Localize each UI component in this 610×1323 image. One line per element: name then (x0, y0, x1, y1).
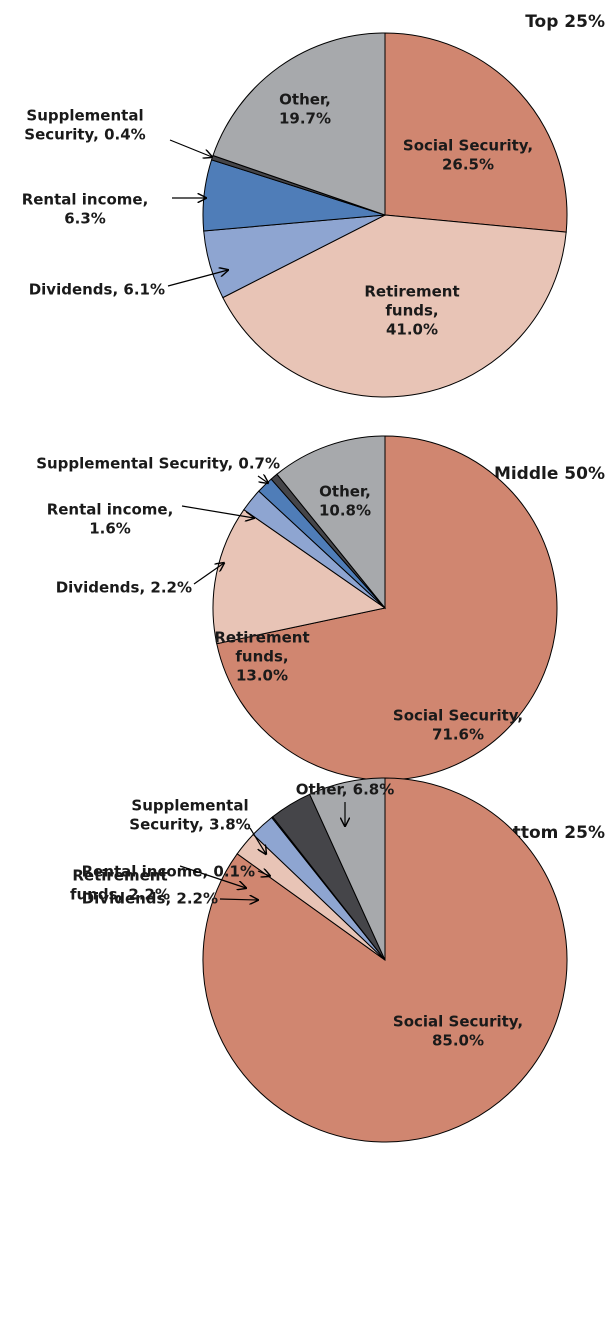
pie-slice (216, 435, 558, 781)
slice-label: 10.8% (319, 502, 371, 520)
pie-slice (308, 777, 386, 961)
pie-chart: Middle 50% Social Security,71.6% Retiremen… (36, 435, 605, 781)
slice-label: 41.0% (386, 321, 438, 339)
label-arrow (181, 505, 254, 518)
slice-label: Rental income, (47, 501, 174, 519)
label-arrow (249, 827, 266, 854)
slice-label: Retirement (72, 867, 167, 885)
slice-label: Social Security, (393, 707, 523, 725)
slice-label: funds, (235, 648, 288, 666)
pie-slice (222, 214, 567, 398)
pie-slice (384, 32, 568, 233)
label-arrow (169, 139, 212, 157)
label-arrow (179, 865, 246, 888)
slice-label: 26.5% (442, 156, 494, 174)
slice-label: funds, 2.2% (70, 886, 170, 904)
slice-label: Supplemental Security, 0.7% (36, 455, 280, 473)
slice-label: 1.6% (89, 520, 131, 538)
slice-label: funds, (385, 302, 438, 320)
slice-label: Supplemental (26, 107, 143, 125)
slice-label: Other, (279, 91, 331, 109)
slice-label: Other, 6.8% (296, 781, 395, 799)
pie-slice (212, 508, 387, 645)
slice-label: Social Security, (403, 137, 533, 155)
label-arrow (257, 871, 270, 876)
slice-label: Other, (319, 483, 371, 501)
slice-label: Retirement (364, 283, 459, 301)
label-arrow (193, 563, 224, 585)
label-arrow (257, 476, 268, 483)
slice-label: Rental income, 0.1% (82, 863, 255, 881)
pie-chart: Bottom 25%Social Security,85.0%Retiremen… (70, 777, 605, 1143)
slice-label: Dividends, 6.1% (29, 281, 165, 299)
slice-label: Dividends, 2.2% (82, 890, 218, 908)
chart-title: Top 25% (525, 12, 605, 32)
slice-label: Social Security, (393, 1013, 523, 1031)
label-arrow (219, 899, 258, 900)
slice-label: Retirement (214, 629, 309, 647)
slice-label: Supplemental (131, 797, 248, 815)
chart-title: Middle 50% (494, 464, 605, 484)
pie-chart: Top 25% Social Security,26.5% Retirementfu… (22, 12, 605, 398)
slice-label: 6.3% (64, 210, 106, 228)
slice-label: 71.6% (432, 726, 484, 744)
pie-slice (212, 32, 386, 216)
slice-label: Rental income, (22, 191, 149, 209)
slice-label: 85.0% (432, 1032, 484, 1050)
slice-label: Security, 0.4% (24, 126, 145, 144)
slice-label: Security, 3.8% (129, 816, 250, 834)
slice-label: 13.0% (236, 667, 288, 685)
slice-label: 19.7% (279, 110, 331, 128)
pie-slice (276, 435, 386, 610)
slice-label: Dividends, 2.2% (56, 579, 192, 597)
label-arrow (167, 270, 228, 287)
